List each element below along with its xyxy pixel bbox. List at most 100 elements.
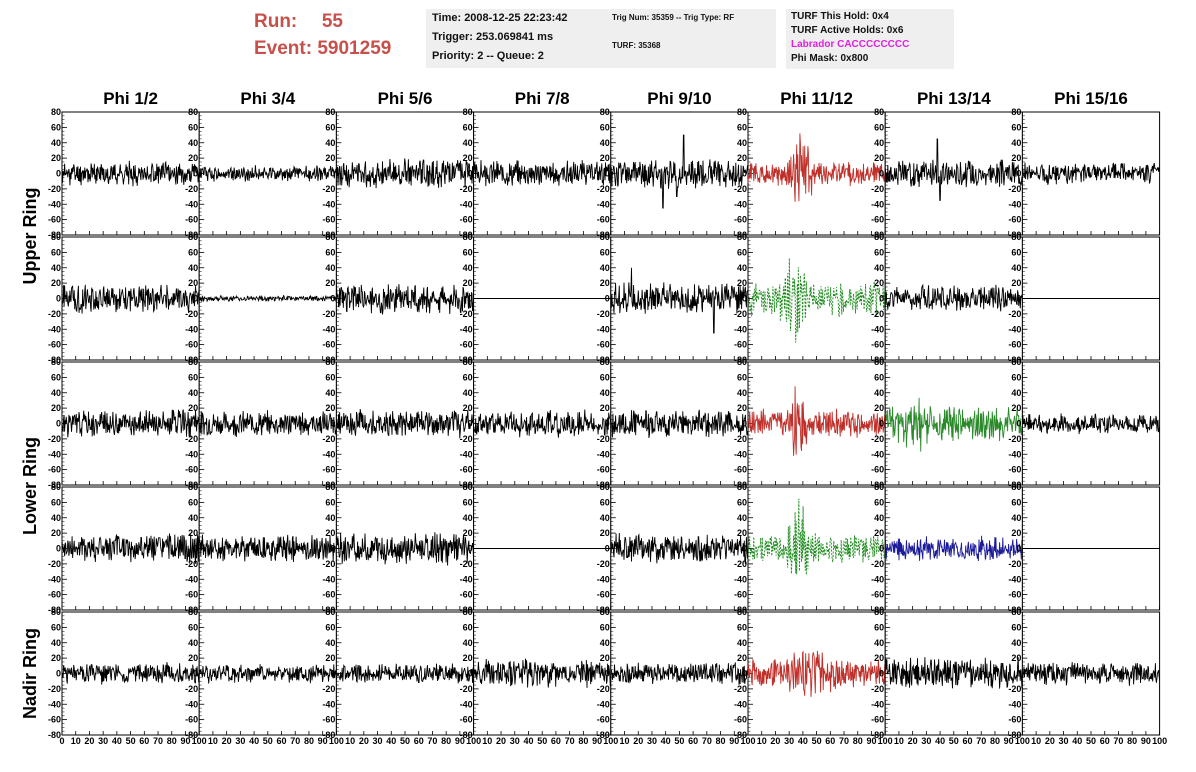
y-tick-label: -80: [734, 730, 747, 740]
y-tick-label: -80: [322, 230, 335, 240]
y-tick-label: 40: [1011, 138, 1021, 148]
x-tick-label: 30: [784, 736, 794, 746]
ring-label: Nadir Ring: [20, 628, 40, 719]
x-tick-label: 30: [235, 736, 245, 746]
y-tick-label: -20: [322, 434, 335, 444]
priority-text: Priority: 2 -- Queue: 2: [432, 50, 544, 62]
y-tick-label: -20: [734, 309, 747, 319]
y-tick-label: -80: [48, 230, 61, 240]
x-tick-label: 20: [222, 736, 232, 746]
x-tick-label: 90: [1141, 736, 1151, 746]
y-tick-label: -40: [48, 699, 61, 709]
x-tick-label: 50: [674, 736, 684, 746]
y-tick-label: 0: [330, 669, 335, 679]
trig-info-text: Trig Num: 35359 -- Trig Type: RF: [612, 13, 735, 22]
x-tick-label: 50: [263, 736, 273, 746]
y-tick-label: -20: [734, 559, 747, 569]
y-tick-label: 40: [51, 638, 61, 648]
y-tick-label: 40: [188, 263, 198, 273]
y-tick-label: -80: [322, 480, 335, 490]
x-tick-label: 20: [359, 736, 369, 746]
y-tick-label: -60: [597, 715, 610, 725]
x-tick-label: 30: [1059, 736, 1069, 746]
waveform-trace: [1021, 413, 1161, 435]
y-tick-label: -40: [322, 199, 335, 209]
y-tick-label: 0: [742, 419, 747, 429]
y-tick-label: -80: [185, 230, 198, 240]
y-tick-label: -60: [322, 215, 335, 225]
y-tick-label: 40: [874, 513, 884, 523]
y-tick-label: -40: [734, 324, 747, 334]
waveform-trace: [610, 134, 749, 209]
y-tick-label: 60: [188, 622, 198, 632]
panel-frame: [1021, 111, 1161, 236]
y-tick-label: -40: [1008, 324, 1021, 334]
y-tick-label: 60: [600, 622, 610, 632]
y-tick-label: -40: [48, 324, 61, 334]
y-tick-label: -40: [871, 324, 884, 334]
trig-box: Trig Num: 35359 -- Trig Type: RF TURF: 3…: [605, 9, 776, 68]
x-tick-label: 40: [661, 736, 671, 746]
y-tick-label: -20: [1008, 684, 1021, 694]
y-tick-label: 20: [737, 153, 747, 163]
panel-frame: [61, 361, 200, 486]
x-tick-label: 70: [702, 736, 712, 746]
y-tick-label: 60: [1011, 622, 1021, 632]
x-tick-label: 100: [878, 736, 893, 746]
y-tick-label: -40: [597, 699, 610, 709]
y-tick-label: -40: [871, 574, 884, 584]
y-tick-label: 20: [325, 403, 335, 413]
turf-text: TURF: 35368: [612, 41, 661, 50]
y-tick-label: 0: [193, 669, 198, 679]
y-tick-label: -60: [1008, 340, 1021, 350]
y-tick-label: 60: [325, 122, 335, 132]
y-tick-label: -60: [48, 465, 61, 475]
y-tick-label: 80: [600, 107, 610, 117]
x-tick-label: 90: [455, 736, 465, 746]
y-tick-label: 60: [51, 622, 61, 632]
y-tick-label: 0: [879, 169, 884, 179]
x-tick-label: 90: [592, 736, 602, 746]
y-tick-label: -40: [185, 574, 198, 584]
y-tick-label: -20: [871, 559, 884, 569]
y-tick-label: -20: [185, 434, 198, 444]
y-tick-label: 60: [325, 247, 335, 257]
y-tick-label: 80: [1011, 232, 1021, 242]
y-tick-label: -40: [48, 449, 61, 459]
y-tick-label: -60: [322, 715, 335, 725]
y-tick-label: 0: [879, 544, 884, 554]
waveform-trace: [198, 410, 337, 438]
x-tick-label: 50: [949, 736, 959, 746]
y-tick-label: -40: [322, 324, 335, 334]
y-tick-label: 20: [600, 153, 610, 163]
y-tick-label: -20: [597, 559, 610, 569]
y-tick-label: -20: [460, 559, 473, 569]
y-tick-label: 40: [737, 513, 747, 523]
y-tick-label: 0: [468, 669, 473, 679]
run-value: 55: [321, 11, 343, 32]
y-tick-label: 60: [737, 372, 747, 382]
y-tick-label: 20: [737, 653, 747, 663]
y-tick-label: -20: [460, 184, 473, 194]
y-tick-label: -60: [48, 340, 61, 350]
x-tick-label: 80: [578, 736, 588, 746]
panel-0-5: 80 60 40 20 0 -20 -40 -60 -80: [734, 107, 886, 240]
y-tick-label: -40: [322, 449, 335, 459]
waveform-trace: [610, 267, 749, 334]
x-tick-label: 50: [126, 736, 136, 746]
x-tick-label: 70: [565, 736, 575, 746]
x-tick-label: 10: [620, 736, 630, 746]
x-tick-label: 90: [729, 736, 739, 746]
y-tick-label: 20: [325, 653, 335, 663]
y-tick-label: 20: [325, 153, 335, 163]
x-tick-label: 60: [825, 736, 835, 746]
panel-3-2: 80 60 40 20 0 -20 -40 -60 -80: [322, 482, 475, 615]
waveform-trace: [1022, 662, 1161, 686]
x-tick-label: 80: [716, 736, 726, 746]
panel-1-1: 80 60 40 20 0 -20 -40 -60 -80: [185, 232, 337, 365]
column-title: Phi 5/6: [378, 89, 433, 108]
x-tick-label: 40: [249, 736, 259, 746]
y-tick-label: -60: [597, 215, 610, 225]
y-tick-label: 40: [188, 388, 198, 398]
y-tick-label: 80: [874, 482, 884, 492]
